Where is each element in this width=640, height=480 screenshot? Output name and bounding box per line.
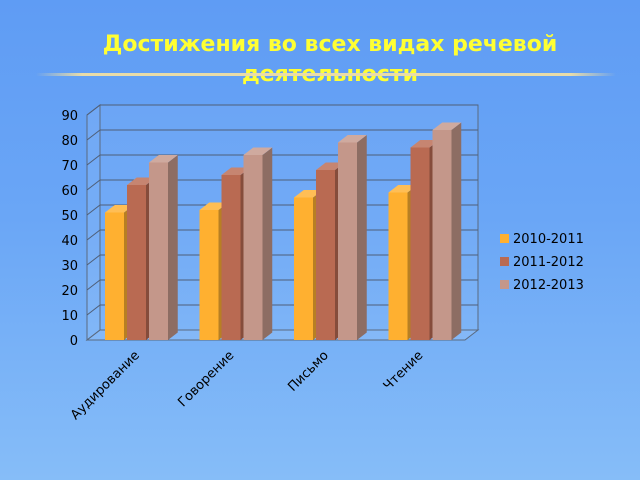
bar-side (262, 147, 273, 340)
bar-top (105, 205, 134, 213)
bar-front (316, 170, 335, 340)
bar-top (410, 140, 440, 148)
y-tick-label: 80 (61, 134, 78, 149)
x-axis-labels: Аудирование Говорение Письмо Чтение (68, 348, 426, 423)
bar-front (105, 212, 124, 340)
bar (243, 147, 273, 340)
y-tick-label: 70 (61, 159, 78, 174)
bar (149, 155, 178, 340)
bar-front (410, 147, 430, 340)
y-axis-ticks: 0 10 20 30 40 50 60 70 80 90 (61, 109, 78, 349)
bar-front (294, 197, 313, 340)
chart-bars (105, 122, 462, 340)
legend-label: 2010-2011 (513, 232, 584, 247)
bar-top (294, 190, 323, 198)
bar-top (127, 177, 156, 185)
y-tick-label: 40 (61, 234, 78, 249)
y-tick-label: 60 (61, 184, 78, 199)
bar-top (432, 122, 462, 130)
chart-walls (85, 103, 480, 342)
bar-top (199, 202, 229, 210)
y-tick-label: 90 (61, 109, 78, 124)
bar-top (149, 155, 178, 163)
bar-front (127, 185, 146, 340)
side-wall (86, 103, 101, 342)
chart-legend: 2010-2011 2011-2012 2012-2013 (500, 232, 584, 293)
bar-front (149, 162, 168, 340)
legend-swatch (500, 280, 509, 289)
y-tick-label: 0 (70, 334, 78, 349)
y-tick-label: 20 (61, 284, 78, 299)
legend-item: 2012-2013 (500, 278, 584, 293)
x-category-label: Говорение (175, 348, 237, 410)
bar-front (432, 130, 452, 340)
legend-label: 2011-2012 (513, 255, 584, 270)
bar-front (338, 142, 357, 340)
bar-side (451, 122, 462, 340)
y-tick-label: 30 (61, 259, 78, 274)
bar-top (316, 162, 345, 170)
bar-front (388, 192, 408, 340)
bar-top (338, 135, 367, 143)
bar (432, 122, 462, 340)
legend-item: 2011-2012 (500, 255, 584, 270)
x-category-label: Чтение (381, 348, 427, 394)
gridline (86, 129, 478, 141)
legend-swatch (500, 257, 509, 266)
bar (338, 135, 367, 340)
bar-front (221, 175, 241, 340)
bar-top (388, 185, 418, 193)
bar-side (168, 155, 178, 340)
x-category-label: Аудирование (68, 348, 143, 423)
legend-swatch (500, 234, 509, 243)
bar-side (357, 135, 367, 340)
gridline (86, 104, 478, 116)
bar-front (199, 210, 219, 340)
x-category-label: Письмо (285, 348, 332, 395)
legend-item: 2010-2011 (500, 232, 584, 247)
legend-label: 2012-2013 (513, 278, 584, 293)
title-underline (36, 73, 616, 76)
y-tick-label: 50 (61, 209, 78, 224)
y-tick-label: 10 (61, 309, 78, 324)
bar-top (243, 147, 273, 155)
bar-front (243, 155, 263, 340)
bar-top (221, 167, 251, 175)
